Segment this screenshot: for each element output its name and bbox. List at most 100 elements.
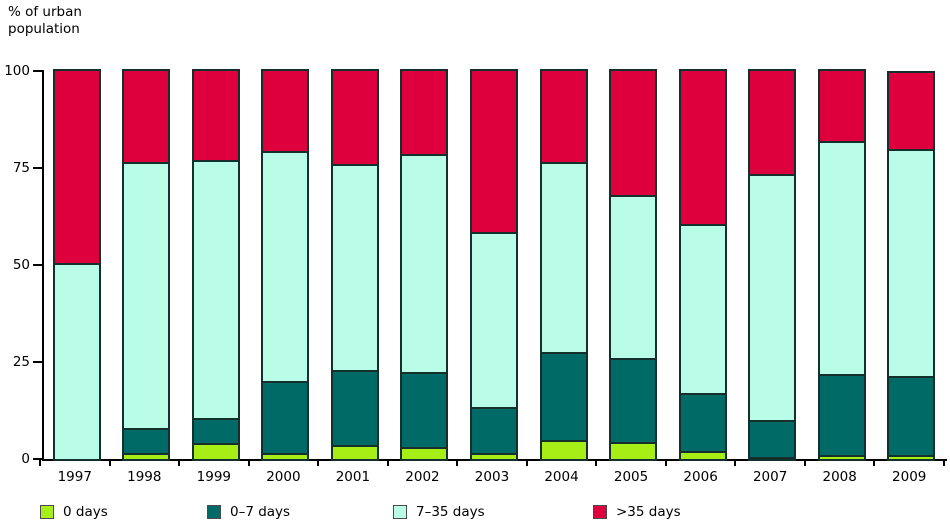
segment-2005-0 days [611, 441, 656, 459]
segment-2007-0–7 days [750, 420, 795, 458]
x-label-2005: 2005 [613, 469, 649, 485]
segment-2002->35 days [402, 71, 447, 155]
segment-2003-0–7 days [472, 406, 516, 454]
y-tick-100 [33, 70, 42, 72]
segment-2000-0–7 days [263, 381, 308, 454]
legend-item-0-days: 0 days [40, 503, 108, 521]
bar-2003 [470, 69, 518, 461]
x-label-2006: 2006 [683, 469, 718, 485]
segment-1999-0–7 days [193, 418, 238, 444]
x-tick-11 [803, 459, 806, 466]
segment-1999->35 days [193, 71, 238, 161]
segment-2009->35 days [889, 72, 934, 149]
bar-2008 [817, 69, 866, 461]
legend-swatch-0-days [40, 505, 54, 519]
bar-1999 [191, 69, 240, 461]
y-tick-label-50: 50 [12, 257, 30, 273]
segment-1998-0–7 days [124, 427, 169, 454]
x-tick-2 [178, 459, 181, 466]
segment-2004->35 days [541, 71, 586, 163]
legend-label-7-35-days: 7–35 days [416, 504, 485, 520]
x-tick-4 [317, 459, 320, 466]
segment-2008-0 days [819, 455, 864, 459]
x-tick-3 [247, 459, 250, 466]
bar-2007 [748, 69, 797, 461]
x-label-2004: 2004 [544, 469, 579, 485]
bar-2005 [609, 69, 658, 461]
segment-1998->35 days [124, 71, 169, 163]
segment-2008-0–7 days [819, 373, 864, 456]
segment-1997->35 days [54, 71, 99, 264]
y-tick-75 [33, 167, 42, 169]
bar-1998 [122, 69, 171, 461]
legend-label-gt-35-days: >35 days [616, 504, 681, 520]
segment-2007-0 days [750, 457, 795, 460]
bar-2006 [678, 69, 727, 461]
segment-2001-0 days [332, 445, 377, 459]
segment-2006-7–35 days [680, 224, 725, 394]
x-label-1998: 1998 [127, 469, 162, 485]
bar-2002 [400, 69, 449, 461]
x-label-2002: 2002 [405, 469, 440, 485]
segment-2008->35 days [819, 71, 864, 141]
segment-2003-0 days [472, 453, 516, 459]
segment-2004-0 days [541, 439, 586, 459]
x-tick-8 [595, 459, 598, 466]
x-tick-1 [108, 459, 111, 466]
segment-2007->35 days [750, 71, 795, 174]
segment-2003->35 days [472, 71, 516, 233]
y-tick-label-0: 0 [21, 451, 30, 467]
legend-item-0-7-days: 0–7 days [207, 503, 290, 521]
x-label-2008: 2008 [822, 469, 857, 485]
segment-2001-0–7 days [332, 369, 377, 446]
x-tick-6 [456, 459, 459, 466]
y-axis-title-line2: population [8, 21, 80, 37]
segment-2007-7–35 days [750, 173, 795, 421]
segment-2009-0–7 days [889, 375, 934, 456]
x-tick-10 [734, 459, 737, 466]
segment-1998-0 days [124, 453, 169, 459]
y-tick-25 [33, 361, 42, 363]
y-tick-50 [33, 264, 42, 266]
y-axis-title-line1: % of urban [8, 4, 82, 20]
segment-2002-0–7 days [402, 371, 447, 448]
x-label-2000: 2000 [266, 469, 301, 485]
segment-2001-7–35 days [332, 164, 377, 370]
legend-swatch-7-35-days [393, 505, 407, 519]
bar-2004 [539, 69, 588, 461]
segment-2002-7–35 days [402, 154, 447, 372]
segment-2001->35 days [332, 71, 377, 165]
x-label-1999: 1999 [196, 469, 231, 485]
segment-2005-7–35 days [611, 195, 656, 359]
segment-1999-7–35 days [193, 160, 238, 419]
legend-item-7-35-days: 7–35 days [393, 503, 485, 521]
segment-2005->35 days [611, 71, 656, 196]
legend-label-0-days: 0 days [63, 504, 108, 520]
legend-swatch-0-7-days [207, 505, 221, 519]
x-label-1997: 1997 [57, 469, 92, 485]
segment-2004-0–7 days [541, 352, 586, 440]
segment-1997-7–35 days [54, 263, 99, 459]
segment-2000-0 days [263, 453, 308, 459]
segment-2004-7–35 days [541, 162, 586, 353]
bar-2009 [887, 70, 936, 461]
segment-2002-0 days [402, 447, 447, 459]
x-tick-7 [525, 459, 528, 466]
x-tick-12 [873, 459, 876, 466]
segment-2003-7–35 days [472, 232, 516, 407]
y-axis-title: % of urban population [8, 4, 82, 38]
segment-2006->35 days [680, 71, 725, 225]
segment-2006-0 days [680, 451, 725, 459]
y-tick-0 [33, 458, 42, 460]
segment-2008-7–35 days [819, 140, 864, 374]
legend-label-0-7-days: 0–7 days [230, 504, 291, 520]
x-label-2001: 2001 [335, 469, 371, 485]
segment-2000->35 days [263, 71, 308, 151]
legend-swatch-gt-35-days [593, 505, 607, 519]
segment-2009-7–35 days [889, 148, 934, 376]
segment-2005-0–7 days [611, 358, 656, 442]
x-tick-5 [386, 459, 389, 466]
bar-1997 [52, 69, 101, 461]
segment-1998-7–35 days [124, 162, 169, 428]
